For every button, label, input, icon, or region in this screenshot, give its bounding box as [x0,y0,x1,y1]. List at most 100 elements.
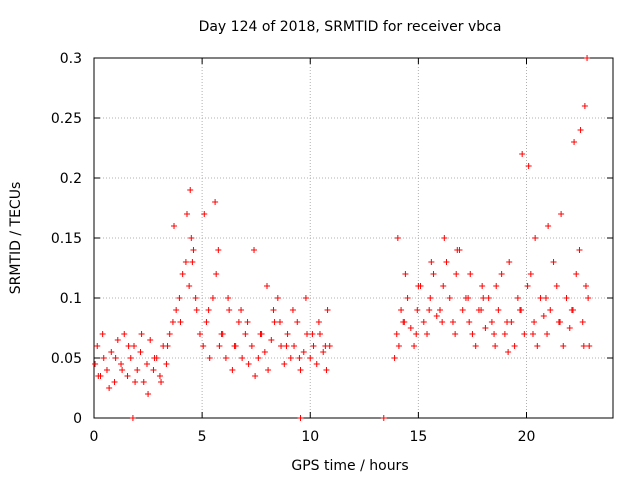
data-point [132,379,139,385]
x-tick-label: 5 [198,429,207,445]
data-point [304,331,311,337]
data-point [511,343,518,349]
data-point [411,343,418,349]
data-point [268,337,275,343]
data-point [505,349,512,355]
data-point [92,361,99,367]
data-point [323,367,330,373]
data-point [480,295,487,301]
y-tick-label: 0.05 [51,351,82,367]
data-point [206,355,213,361]
data-point [313,361,320,367]
data-point [558,211,565,217]
data-point [529,331,536,337]
data-point [95,373,102,379]
data-point [568,307,575,313]
data-point [320,349,327,355]
data-point [213,271,220,277]
data-point [495,307,502,313]
data-point [248,343,255,349]
data-point [585,295,592,301]
x-tick-label: 0 [90,429,99,445]
data-point [284,331,291,337]
x-tick-label: 10 [301,429,319,445]
data-point [231,343,238,349]
data-point [479,283,486,289]
data-point [297,367,304,373]
data-point [129,415,136,421]
data-point [164,343,171,349]
data-point [576,247,583,253]
data-point [215,247,222,253]
data-point [545,223,552,229]
data-point [222,355,229,361]
data-point [465,295,472,301]
data-point [514,295,521,301]
data-point [550,259,557,265]
data-point [430,271,437,277]
data-point [482,325,489,331]
data-point [579,319,586,325]
data-point [238,307,245,313]
data-point [147,337,154,343]
data-point [287,355,294,361]
data-point [196,331,203,337]
data-point [555,319,562,325]
data-point [472,343,479,349]
data-point [182,259,189,265]
data-point [271,319,278,325]
data-point [183,211,190,217]
data-point [524,283,531,289]
data-point [322,343,329,349]
data-point [138,331,145,337]
data-point [394,235,401,241]
data-point [566,325,573,331]
data-point [289,307,296,313]
data-point [426,307,433,313]
data-point [400,319,407,325]
data-point [531,319,538,325]
data-point [560,343,567,349]
data-point [278,343,285,349]
data-point [103,367,110,373]
data-point [540,313,547,319]
y-tick-label: 0.15 [51,231,82,247]
data-point [491,331,498,337]
data-point [251,247,258,253]
data-point [307,355,314,361]
data-point [563,295,570,301]
data-point [111,379,118,385]
data-point [433,313,440,319]
data-point [407,325,414,331]
data-point [553,283,560,289]
data-point [173,307,180,313]
data-point [469,331,476,337]
data-point [492,343,499,349]
y-tick-label: 0.2 [60,171,82,187]
data-point [440,283,447,289]
data-point [121,331,128,337]
data-point [108,349,115,355]
data-point [140,379,147,385]
data-point [437,307,443,313]
data-point [521,331,528,337]
data-point [212,199,219,205]
data-point [391,355,398,361]
data-point [544,331,551,337]
data-point [582,283,589,289]
data-point [534,343,541,349]
data-point [245,361,252,367]
data-point [235,319,242,325]
data-point [547,307,554,313]
data-point [316,331,323,337]
data-point [114,337,121,343]
data-point [404,295,411,301]
y-axis-label: SRMTID / TECUs [8,182,24,295]
data-point [452,331,459,337]
data-point [179,271,186,277]
data-point [134,367,141,373]
data-point [143,361,150,367]
data-point [151,355,158,361]
data-point [398,307,405,313]
data-point [488,319,495,325]
